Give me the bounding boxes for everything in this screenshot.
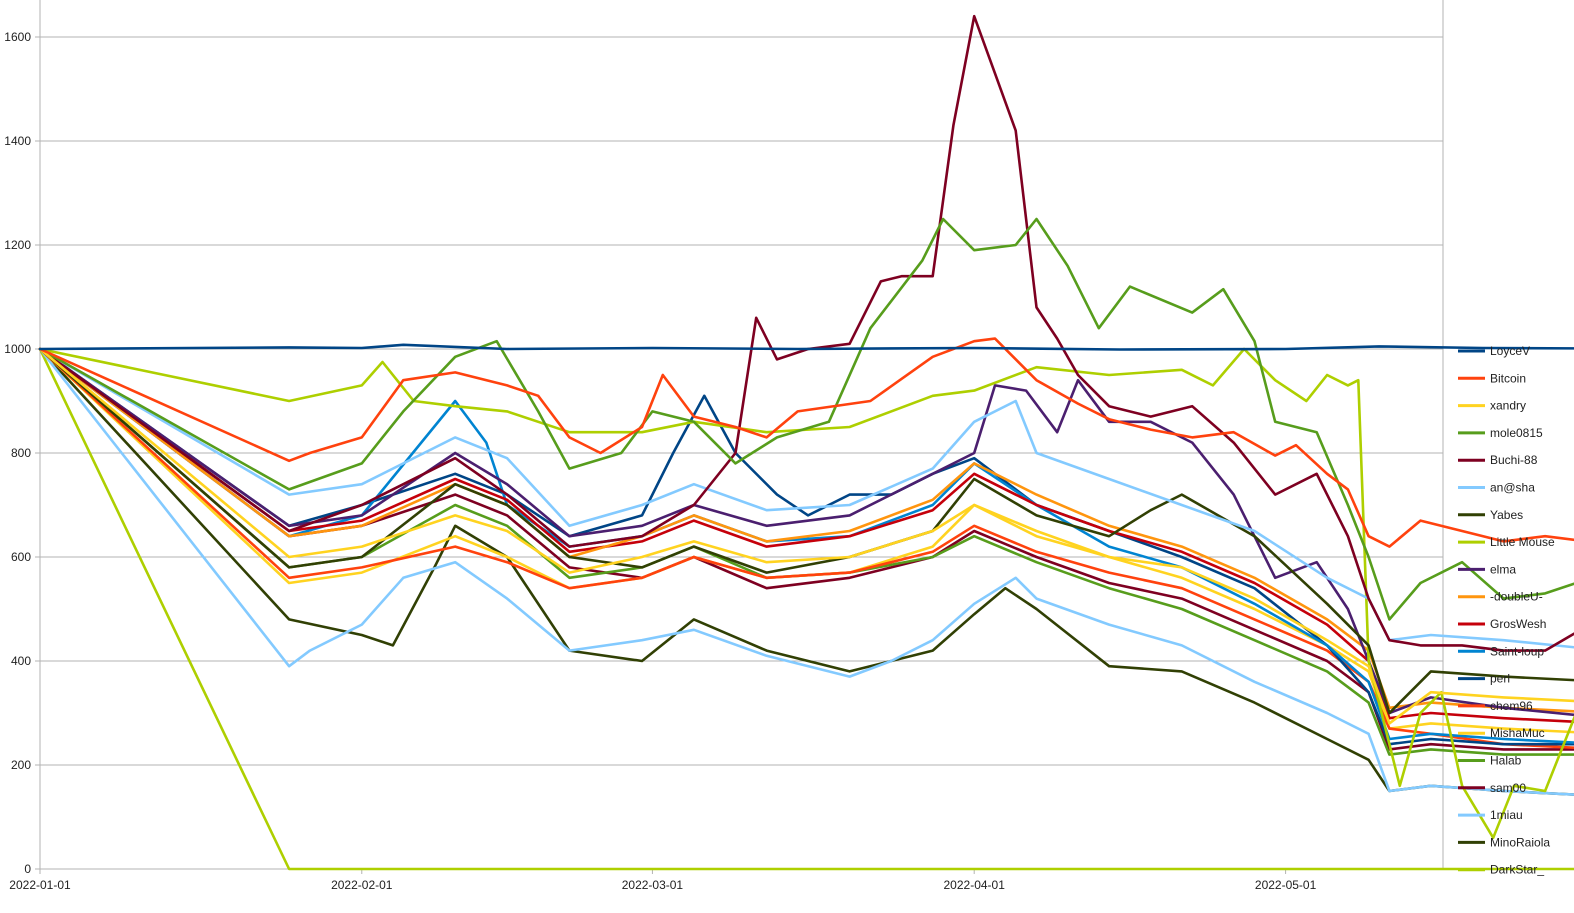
legend-label: Bitcoin [1490,371,1526,385]
series-line-bitcoin [38,337,1574,548]
y-tick-label: 1600 [4,30,31,44]
series-line-loycev [38,343,1574,351]
legend-label: Yabes [1490,508,1523,522]
legend-label: -doubleU- [1490,590,1543,604]
y-tick-label: 1400 [4,134,31,148]
series-line-yabes [38,347,1574,715]
x-tick-label: 2022-04-01 [944,878,1006,892]
legend-label: chem96 [1490,699,1533,713]
legend-label: 1miau [1490,808,1523,822]
series-line-elma [38,347,1574,717]
series-line-1miau [38,347,1574,796]
legend-label: LoyceV [1490,344,1530,358]
legend-label: MinoRaiola [1490,835,1550,849]
series-line-darkstar- [38,347,1574,871]
legend-label: an@sha [1490,481,1535,495]
legend-label: Saint-loup [1490,644,1544,658]
legend-label: xandry [1490,399,1526,413]
series-line-little-mouse [38,347,1574,840]
legend-label: perl [1490,672,1510,686]
legend-label: Buchi-88 [1490,453,1538,467]
y-tick-label: 0 [24,862,31,876]
series-line-minoraiola [38,347,1574,796]
legend-label: sam00 [1490,781,1526,795]
series-line--doubleu- [38,347,1574,713]
series-line-perl [38,347,1574,746]
series-line-mole0815 [38,217,1574,621]
y-tick-label: 1200 [4,238,31,252]
series-lines [38,14,1574,871]
x-tick-label: 2022-02-01 [331,878,393,892]
legend-label: GrosWesh [1490,617,1546,631]
y-tick-label: 800 [11,446,31,460]
series-line-groswesh [38,347,1574,724]
legend: LoyceV Bitcoin xandry mole0815 Buchi-88 an@sh… [1458,344,1555,877]
y-tick-label: 200 [11,758,31,772]
series-line-saint-loup [38,347,1574,744]
x-tick-label: 2022-01-01 [9,878,71,892]
legend-label: elma [1490,562,1516,576]
legend-label: DarkStar_ [1490,863,1544,877]
series-line-an-sha [38,347,1574,649]
legend-label: Little Mouse [1490,535,1555,549]
y-tick-label: 600 [11,550,31,564]
y-tick-label: 400 [11,654,31,668]
x-tick-label: 2022-05-01 [1255,878,1317,892]
legend-label: Halab [1490,754,1522,768]
series-line-buchi-88 [38,14,1574,652]
legend-label: mole0815 [1490,426,1543,440]
series-line-xandry [38,347,1574,725]
x-tick-label: 2022-03-01 [622,878,684,892]
series-line-chem96 [38,347,1574,750]
y-tick-label: 1000 [4,342,31,356]
series-line-halab [38,347,1574,756]
legend-label: MishaMuc [1490,726,1545,740]
